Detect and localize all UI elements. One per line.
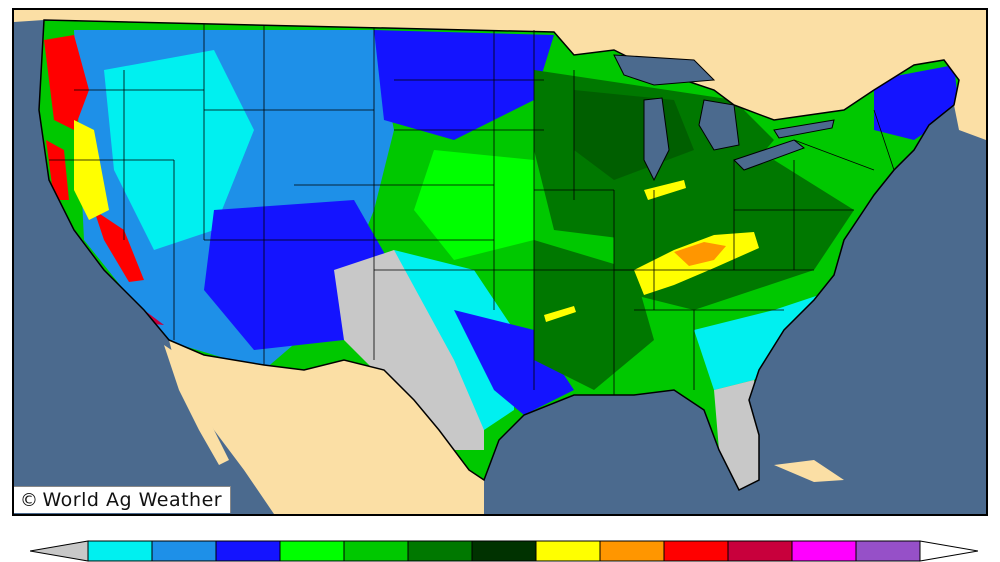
us-outline (38, 19, 960, 492)
legend-swatch (535, 540, 601, 562)
color-scale-legend (30, 540, 978, 562)
lake-ontario (773, 119, 835, 139)
legend-swatch (407, 540, 473, 562)
precipitation-map (12, 8, 988, 516)
copyright-credit: © World Ag Weather (14, 486, 232, 513)
legend-swatch (343, 540, 409, 562)
mexico-land (169, 340, 484, 514)
lake-huron (698, 99, 740, 151)
legend-swatch (215, 540, 281, 562)
legend-swatch (663, 540, 729, 562)
canada-land (14, 10, 986, 120)
baja-land (164, 345, 229, 465)
legend-swatch (279, 540, 345, 562)
legend-swatch (471, 540, 537, 562)
legend-swatch (727, 540, 793, 562)
lake-michigan (643, 97, 670, 182)
credit-text: World Ag Weather (42, 489, 223, 511)
legend-swatch (151, 540, 217, 562)
state-borders (49, 24, 895, 395)
legend-swatch (791, 540, 857, 562)
legend-swatch (855, 540, 921, 562)
legend-swatch (87, 540, 153, 562)
copyright-symbol: © (20, 489, 39, 511)
map-canvas (14, 10, 986, 514)
legend-swatch (599, 540, 665, 562)
legend-arrow-low (30, 540, 89, 562)
lake-erie (733, 139, 806, 171)
legend-bar (30, 540, 978, 562)
island-land (774, 460, 844, 482)
legend-arrow-high (919, 540, 978, 562)
lake-superior (613, 54, 716, 86)
